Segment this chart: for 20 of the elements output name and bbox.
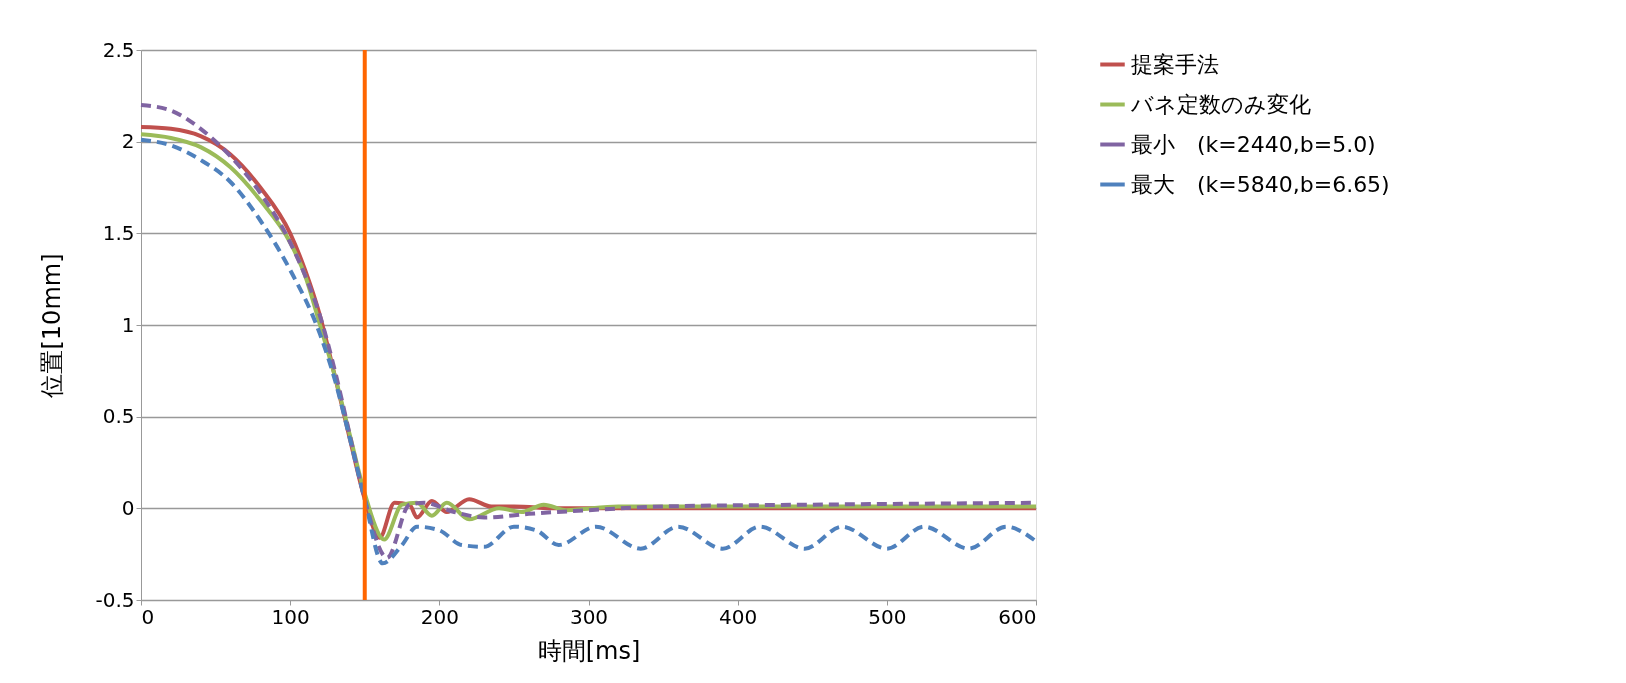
y-tick-label: 2.5: [102, 37, 135, 62]
x-tick-label: 0: [141, 604, 155, 629]
legend-label: バネ定数のみ変化: [1130, 91, 1311, 117]
x-tick-label: 100: [271, 604, 310, 629]
y-tick-label: 1.5: [102, 220, 135, 245]
x-tick-label: 600: [998, 604, 1037, 629]
y-tick-label: -0.5: [95, 587, 135, 612]
y-tick-label: 0: [121, 495, 135, 520]
legend-label: 最大 (k=5840,b=6.65): [1131, 171, 1390, 197]
x-axis-title: 時間[ms]: [537, 636, 641, 665]
legend-label: 提案手法: [1131, 51, 1219, 77]
y-tick-label: 1: [121, 312, 135, 337]
y-axis-title: 位置[10mm]: [38, 253, 67, 398]
x-tick-label: 400: [719, 604, 758, 629]
x-tick-label: 300: [569, 604, 609, 629]
x-tick-label: 500: [868, 604, 907, 629]
x-tick-label: 200: [420, 604, 459, 629]
y-tick-label: 2: [121, 129, 135, 154]
y-tick-label: 0.5: [102, 404, 135, 429]
legend-label: 最小 (k=2440,b=5.0): [1131, 131, 1376, 157]
